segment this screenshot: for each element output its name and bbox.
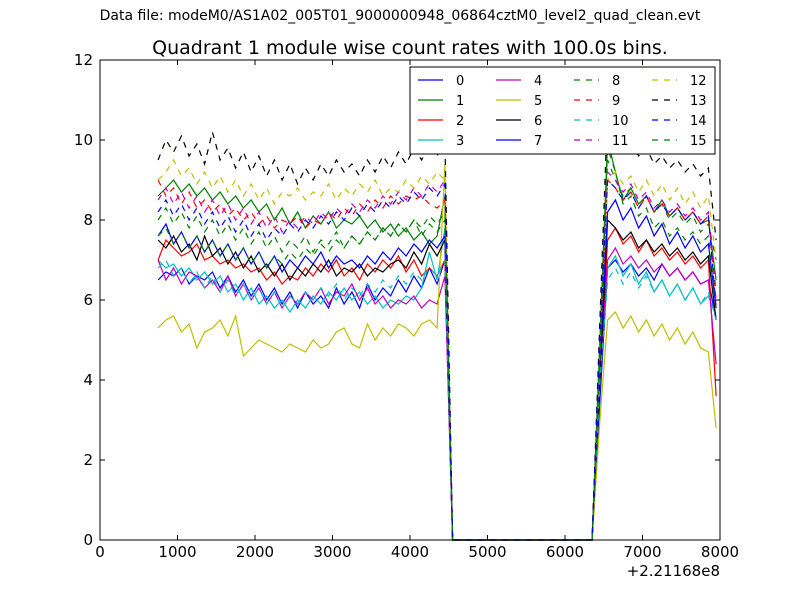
series-line-12 bbox=[157, 158, 717, 541]
legend-label-5: 5 bbox=[534, 94, 542, 109]
series-line-6 bbox=[157, 218, 717, 541]
series-line-3 bbox=[157, 227, 717, 541]
legend-label-10: 10 bbox=[612, 114, 629, 129]
x-tick-label: 6000 bbox=[546, 543, 584, 561]
series-line-8 bbox=[157, 159, 717, 541]
series-line-10 bbox=[157, 258, 717, 541]
x-tick-label: 7000 bbox=[623, 543, 661, 561]
y-tick-label: 2 bbox=[83, 451, 93, 469]
legend-label-1: 1 bbox=[456, 94, 464, 109]
legend-label-7: 7 bbox=[534, 134, 542, 149]
legend-label-2: 2 bbox=[456, 114, 464, 129]
series-line-9 bbox=[157, 178, 717, 541]
series-line-1 bbox=[157, 139, 717, 541]
x-tick-label: 2000 bbox=[236, 543, 274, 561]
data-file-supertitle: Data file: modeM0/AS1A02_005T01_90000009… bbox=[99, 8, 701, 24]
axis-ticks-layer: 0 1000 2000 3000 4000 5000 6000 7000 80000246810… bbox=[74, 51, 739, 561]
legend-label-8: 8 bbox=[612, 74, 620, 89]
series-line-0 bbox=[157, 259, 717, 541]
legend-label-12: 12 bbox=[690, 74, 707, 89]
x-tick-label: 8000 bbox=[701, 543, 739, 561]
legend-label-6: 6 bbox=[534, 114, 542, 129]
series-lines-layer bbox=[157, 107, 717, 541]
y-tick-label: 12 bbox=[74, 51, 93, 69]
legend-label-9: 9 bbox=[612, 94, 620, 109]
x-tick-label: 0 bbox=[95, 543, 105, 561]
legend-label-0: 0 bbox=[456, 74, 464, 89]
y-tick-label: 10 bbox=[74, 131, 93, 149]
series-line-15 bbox=[157, 147, 717, 541]
legend-label-15: 15 bbox=[690, 134, 707, 149]
legend-label-14: 14 bbox=[690, 114, 707, 129]
y-tick-label: 4 bbox=[83, 371, 93, 389]
series-line-7 bbox=[157, 198, 717, 541]
x-tick-label: 5000 bbox=[468, 543, 506, 561]
y-tick-label: 8 bbox=[83, 211, 93, 229]
series-line-11 bbox=[157, 170, 717, 541]
series-line-5 bbox=[157, 163, 717, 541]
legend-label-13: 13 bbox=[690, 94, 707, 109]
legend-label-11: 11 bbox=[612, 134, 629, 149]
y-tick-label: 6 bbox=[83, 291, 93, 309]
x-tick-label: 4000 bbox=[391, 543, 429, 561]
series-line-4 bbox=[157, 246, 717, 541]
x-tick-label: 3000 bbox=[313, 543, 351, 561]
legend-label-4: 4 bbox=[534, 74, 542, 89]
chart-title: Quadrant 1 module wise count rates with … bbox=[152, 37, 668, 59]
x-axis-offset-label: +2.21168e8 bbox=[627, 562, 720, 580]
series-line-2 bbox=[157, 226, 717, 541]
legend-label-3: 3 bbox=[456, 134, 464, 149]
y-tick-label: 0 bbox=[83, 531, 93, 549]
series-line-14 bbox=[157, 178, 717, 541]
x-tick-label: 1000 bbox=[158, 543, 196, 561]
